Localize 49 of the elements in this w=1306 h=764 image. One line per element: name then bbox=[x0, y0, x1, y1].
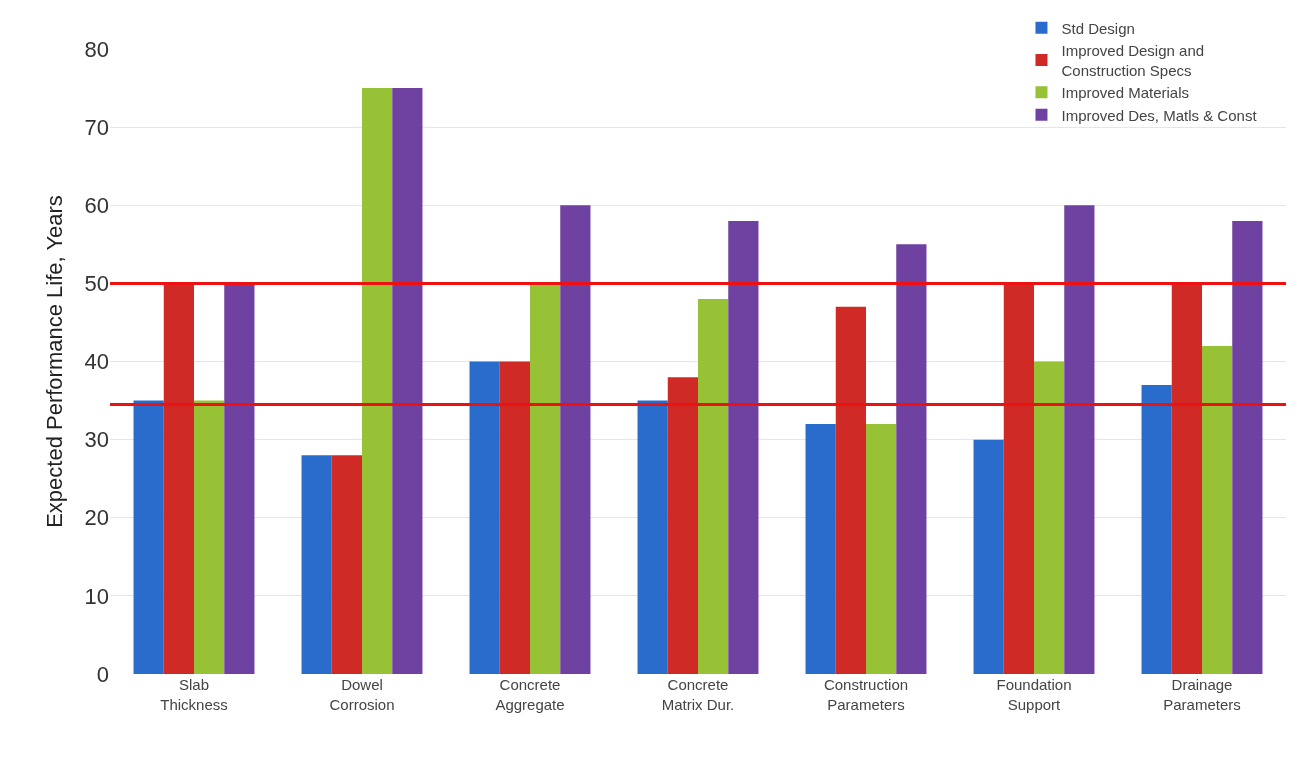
bar bbox=[224, 283, 255, 674]
bar bbox=[469, 361, 500, 674]
bar bbox=[1064, 205, 1095, 674]
bar bbox=[133, 400, 164, 674]
y-axis-title: Expected Performance Life, Years bbox=[42, 195, 68, 528]
bar bbox=[805, 424, 836, 674]
bar bbox=[1232, 220, 1263, 674]
x-tick-label: Drainage Parameters bbox=[1163, 676, 1241, 713]
y-tick-label: 80 bbox=[84, 36, 109, 62]
bar bbox=[362, 88, 393, 674]
x-tick-label: Construction Parameters bbox=[823, 676, 909, 713]
bar bbox=[392, 88, 423, 674]
bar bbox=[1003, 283, 1034, 674]
bar bbox=[560, 205, 591, 674]
y-tick-label: 60 bbox=[84, 192, 109, 218]
x-tick-label: Concrete Matrix Dur. bbox=[661, 676, 735, 713]
bar bbox=[163, 283, 194, 674]
y-tick-label: 50 bbox=[84, 271, 109, 297]
bar bbox=[698, 299, 729, 674]
bar bbox=[1171, 283, 1202, 674]
bar bbox=[1034, 361, 1065, 674]
bar bbox=[835, 306, 866, 674]
bar bbox=[499, 361, 530, 674]
x-tick-label: Concrete Aggregate bbox=[495, 676, 565, 713]
bar bbox=[728, 220, 759, 674]
bar bbox=[331, 455, 362, 674]
bar bbox=[530, 283, 561, 674]
bar bbox=[194, 400, 225, 674]
bar bbox=[866, 424, 897, 674]
x-tick-label: Slab Thickness bbox=[160, 676, 228, 713]
y-tick-label: 10 bbox=[84, 583, 109, 609]
legend-label: Improved Des, Matls & Const bbox=[1061, 106, 1258, 124]
bar bbox=[1202, 345, 1233, 674]
x-tick-label: Foundation Support bbox=[996, 676, 1072, 713]
legend-label: Improved Materials bbox=[1061, 84, 1190, 102]
legend-label: Improved Design and Construction Specs bbox=[1061, 42, 1205, 79]
bar bbox=[1141, 384, 1172, 674]
legend-label: Std Design bbox=[1061, 19, 1135, 37]
y-tick-label: 30 bbox=[84, 427, 109, 453]
x-tick-label: Dowel Corrosion bbox=[329, 676, 395, 713]
y-tick-label: 0 bbox=[96, 661, 109, 687]
bar bbox=[637, 400, 668, 674]
bar bbox=[896, 244, 927, 674]
bar bbox=[667, 377, 698, 674]
bar bbox=[301, 455, 332, 674]
y-tick-label: 20 bbox=[84, 505, 109, 531]
y-tick-label: 70 bbox=[84, 114, 109, 140]
y-tick-label: 40 bbox=[84, 349, 109, 375]
bar bbox=[973, 439, 1004, 674]
